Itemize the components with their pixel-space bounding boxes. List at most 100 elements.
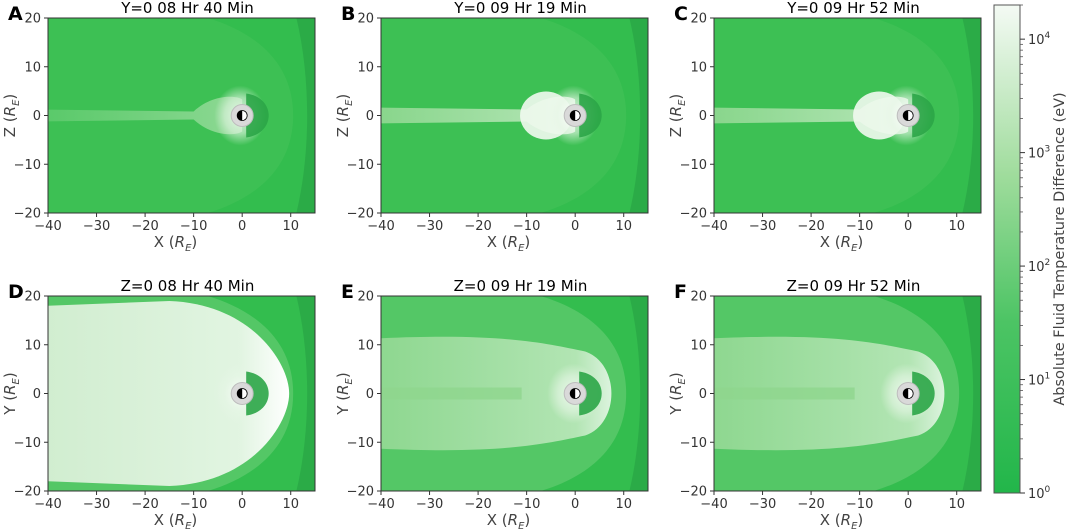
x-tick-label: −40 [34,497,61,512]
y-tick-label: 0 [699,387,707,402]
heatmap-field [48,296,315,491]
dayside-cavity [912,371,935,416]
dayside-cavity [579,93,602,138]
x-tick-label: −40 [34,219,61,234]
x-tick-label: 0 [238,497,246,512]
y-tick-label: −10 [680,158,707,173]
y-axis-label: Y (RE) [1,372,22,415]
x-axis-label: X (RE) [487,233,531,254]
x-tick-label: −40 [700,219,727,234]
x-tick-label: 10 [948,219,965,234]
tail-region [48,301,290,486]
y-axis-label: Y (RE) [334,372,355,415]
tail-region [714,96,909,135]
colorbar-tick-label: 104 [1028,31,1051,48]
y-tick-label: −20 [347,485,374,500]
y-tick-label: −20 [680,485,707,500]
x-tick-label: −10 [846,219,873,234]
x-tick-label: −30 [83,497,110,512]
colorbar: 100 101 102 103 104 Absolute Fluid Temperatu… [993,4,1068,502]
x-tick-label: −30 [749,497,776,512]
y-tick-label: 20 [690,290,707,305]
solar-wind-region [962,296,981,491]
panel-title: Z=0 09 Hr 52 Min [787,277,921,295]
y-tick-label: −20 [14,207,41,222]
panel-letter: D [8,281,24,303]
dayside-cavity [912,93,935,138]
panel-letter: B [341,3,355,25]
earth-night-side-icon [570,110,576,121]
solar-wind-region [629,18,648,213]
x-tick-label: −30 [416,219,443,234]
x-tick-label: −20 [797,497,824,512]
x-tick-label: 10 [948,497,965,512]
x-tick-label: −30 [416,497,443,512]
y-tick-label: 10 [357,60,374,75]
colorbar-tick-label: 101 [1028,372,1050,389]
x-tick-label: 0 [904,497,912,512]
x-tick-label: −10 [513,497,540,512]
y-axis-label: Y (RE) [667,372,688,415]
colorbar-tick-label: 100 [1028,485,1051,502]
panel-title: Y=0 09 Hr 52 Min [786,0,920,17]
tail-current-sheet [381,387,522,400]
heatmap-field [714,18,981,213]
heatmap-field [381,296,648,491]
panel-title: Z=0 09 Hr 19 Min [454,277,588,295]
panel-letter: C [674,3,688,25]
heatmap-field [381,18,648,213]
y-tick-label: 20 [357,290,374,305]
dayside-cavity [246,371,269,416]
y-tick-label: −20 [14,485,41,500]
x-tick-label: −10 [846,497,873,512]
x-tick-label: 0 [571,219,579,234]
x-axis-label: X (RE) [820,233,864,254]
y-tick-label: −10 [347,158,374,173]
dayside-cavity [246,93,269,138]
x-tick-label: −20 [131,219,158,234]
y-tick-label: 20 [357,12,374,27]
solar-wind-region [962,18,981,213]
x-tick-label: −40 [367,497,394,512]
tail-current-sheet [714,387,855,400]
solar-wind-region [629,296,648,491]
tail-region [381,96,576,135]
panel-title: Y=0 08 Hr 40 Min [120,0,254,17]
x-tick-label: −20 [464,219,491,234]
x-tick-label: −20 [797,219,824,234]
x-tick-label: −40 [367,219,394,234]
y-tick-label: 0 [33,387,41,402]
x-tick-label: −20 [131,497,158,512]
panel-title: Z=0 08 Hr 40 Min [121,277,255,295]
y-tick-label: −10 [680,436,707,451]
y-tick-label: −10 [14,436,41,451]
y-axis-label: Z (RE) [334,94,355,138]
x-tick-label: 10 [615,219,632,234]
panel-letter: A [8,3,23,25]
panel-letter: E [341,281,354,303]
x-tick-label: 10 [282,219,299,234]
y-tick-label: −10 [347,436,374,451]
x-tick-label: −10 [513,219,540,234]
x-tick-label: 0 [238,219,246,234]
y-tick-label: 10 [24,338,41,353]
heatmap-field [714,296,981,491]
earth-night-side-icon [570,388,576,399]
x-tick-label: −20 [464,497,491,512]
y-tick-label: 0 [366,109,374,124]
y-tick-label: 10 [690,60,707,75]
y-tick-label: −20 [347,207,374,222]
x-tick-label: 10 [282,497,299,512]
dayside-cavity [579,371,602,416]
x-axis-label: X (RE) [487,511,531,530]
earth-night-side-icon [237,110,243,121]
y-axis-label: Z (RE) [667,94,688,138]
y-tick-label: 20 [24,290,41,305]
x-tick-label: −30 [83,219,110,234]
